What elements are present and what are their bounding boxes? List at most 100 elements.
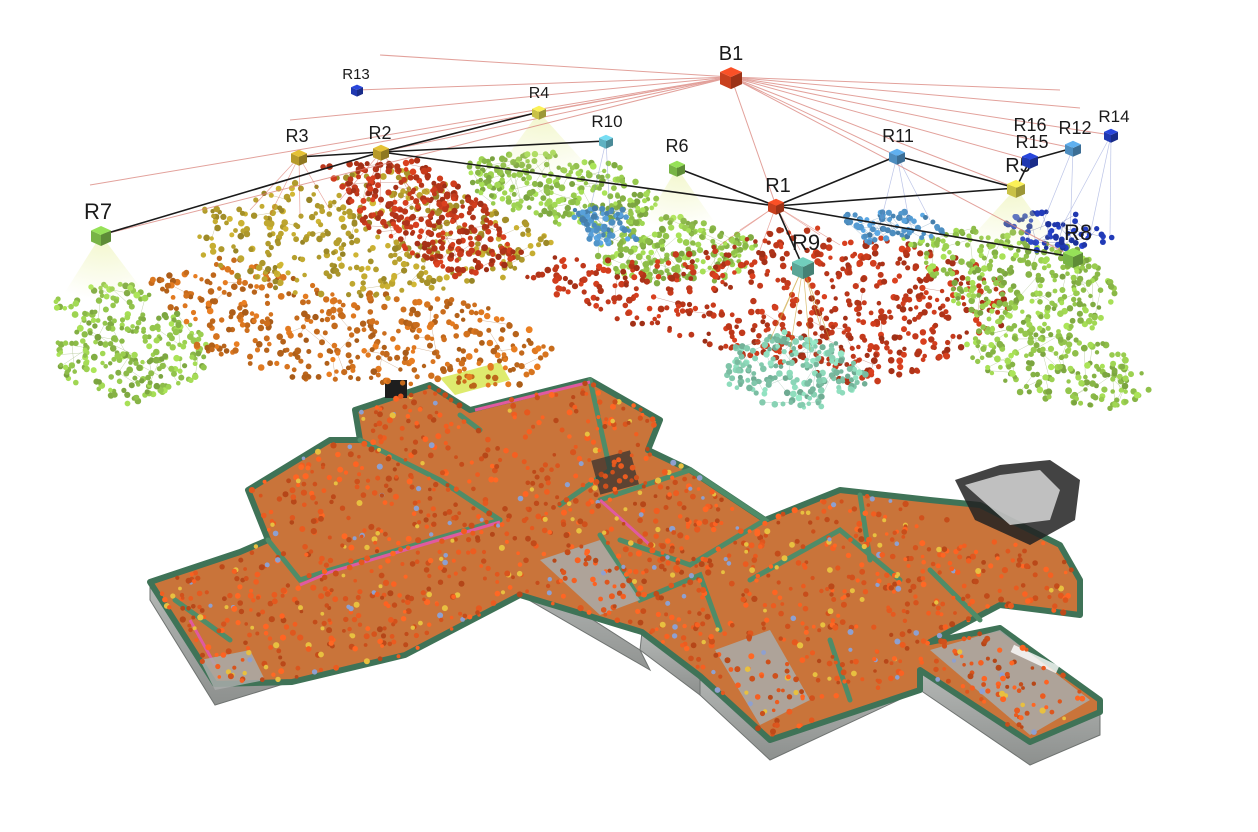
mesh-place-marker [690, 493, 696, 500]
mesh-place-marker [238, 557, 244, 563]
mesh-place-marker [826, 660, 833, 667]
mesh-place-marker [405, 535, 412, 542]
mesh-place-marker [659, 543, 667, 550]
place-node [763, 351, 770, 358]
mesh-place-marker [747, 529, 752, 534]
place-node [669, 287, 674, 292]
place-node [811, 304, 818, 311]
mesh-place-marker [387, 487, 393, 493]
mesh-place-marker [296, 483, 301, 488]
place-node [348, 375, 354, 380]
place-node [510, 207, 516, 213]
place-node [350, 368, 356, 373]
place-node [765, 378, 772, 385]
mesh-place-marker [564, 549, 571, 556]
place-node [458, 360, 465, 367]
mesh-place-marker [651, 565, 657, 570]
place-node [617, 246, 625, 253]
place-node [1069, 394, 1075, 399]
mesh-place-marker [786, 708, 793, 715]
mesh-place-marker [816, 658, 822, 664]
mesh-place-marker [576, 528, 582, 534]
mesh-place-marker [747, 701, 753, 707]
mesh-place-marker [488, 476, 495, 483]
place-node [1072, 350, 1079, 357]
place-node [562, 275, 569, 282]
mesh-place-marker [876, 578, 882, 584]
mesh-place-marker [383, 483, 389, 489]
place-node [819, 325, 825, 331]
place-node [354, 228, 359, 234]
node-cube-left [91, 230, 101, 246]
place-node [345, 365, 351, 371]
mesh-place-marker [776, 580, 781, 585]
place-node [463, 330, 471, 338]
mesh-place-marker [827, 537, 832, 542]
place-node [919, 329, 927, 336]
node-label: R16 [1013, 115, 1046, 135]
mesh-place-marker [774, 722, 780, 728]
mesh-place-marker [921, 559, 926, 565]
place-node [53, 299, 59, 305]
place-node [813, 344, 818, 349]
place-node [842, 240, 848, 246]
place-node [600, 211, 605, 217]
place-node [688, 264, 695, 271]
place-node [337, 256, 342, 262]
place-node [209, 318, 216, 324]
mesh-place-marker [856, 520, 863, 527]
place-node [979, 355, 985, 361]
place-node [1088, 293, 1093, 299]
place-node [241, 309, 249, 316]
mesh-place-marker [763, 608, 767, 613]
place-node [553, 215, 559, 221]
node-cube-top [1065, 140, 1081, 148]
mesh-place-marker [439, 538, 445, 544]
place-node [781, 349, 787, 355]
place-node [619, 178, 626, 184]
place-node [284, 363, 291, 370]
mesh-place-marker [404, 599, 411, 605]
place-node [197, 234, 202, 239]
place-node [645, 237, 652, 245]
mesh-place-marker [436, 388, 442, 393]
mesh-place-marker [352, 536, 357, 541]
place-node [383, 223, 389, 229]
mesh-place-marker [696, 656, 702, 662]
place-node [1079, 265, 1086, 271]
place-node [1002, 309, 1008, 315]
mesh-place-marker [217, 675, 222, 679]
mesh-place-marker [764, 528, 771, 535]
place-node [81, 315, 87, 321]
place-node [558, 196, 565, 203]
mesh-place-marker [312, 481, 318, 487]
mesh-place-marker [1001, 567, 1009, 574]
mesh-place-marker [622, 546, 629, 553]
mesh-place-marker [714, 518, 720, 524]
place-node [1023, 383, 1030, 390]
place-node [81, 331, 88, 338]
mesh-place-marker [586, 419, 591, 424]
place-node [108, 387, 113, 393]
mesh-place-marker [237, 600, 243, 606]
mesh-place-marker [766, 573, 771, 578]
place-node [618, 239, 624, 245]
mesh-place-marker [984, 593, 990, 599]
mesh-floorplan [147, 362, 1103, 766]
place-node [211, 213, 216, 219]
mesh-place-marker [321, 488, 327, 494]
place-node [490, 252, 496, 257]
place-node [1033, 342, 1040, 349]
place-node [268, 312, 274, 317]
place-node [402, 159, 410, 167]
place-node [319, 317, 325, 323]
mesh-place-marker [815, 678, 821, 683]
place-node [767, 333, 773, 340]
mesh-place-marker [920, 638, 927, 644]
mesh-place-marker [534, 395, 540, 401]
place-node [287, 332, 294, 339]
building-room-edges [89, 54, 1112, 258]
mesh-place-marker [403, 458, 408, 462]
mesh-place-marker [905, 578, 911, 584]
place-node [1049, 269, 1055, 275]
